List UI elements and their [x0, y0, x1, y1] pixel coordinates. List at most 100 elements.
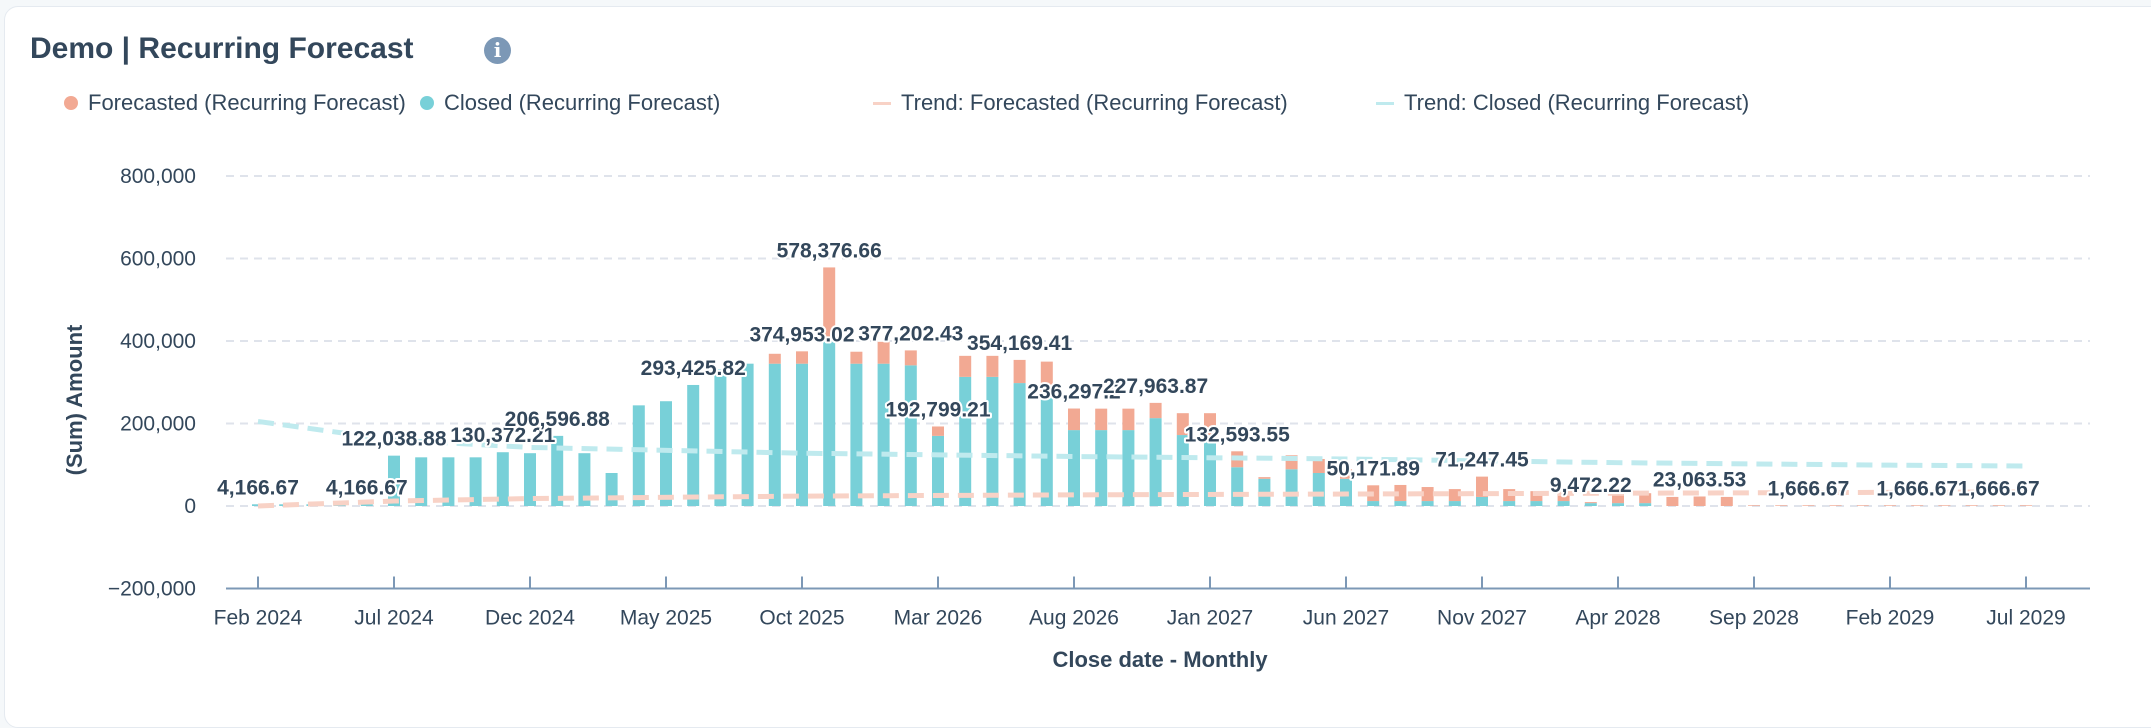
- bar-closed[interactable]: [1584, 503, 1597, 506]
- bar-closed[interactable]: [796, 363, 808, 506]
- bar-forecasted[interactable]: [1040, 361, 1053, 393]
- bar-forecasted[interactable]: [1584, 502, 1597, 504]
- bar-closed[interactable]: [524, 453, 536, 506]
- bar-closed[interactable]: [360, 504, 373, 506]
- bar-forecasted[interactable]: [1639, 493, 1652, 504]
- bar-closed[interactable]: [469, 457, 482, 506]
- bar-closed[interactable]: [551, 435, 564, 506]
- bar-closed[interactable]: [660, 401, 672, 506]
- bar-closed[interactable]: [959, 376, 972, 506]
- bar-closed[interactable]: [605, 473, 618, 506]
- bar-closed[interactable]: [1176, 435, 1189, 506]
- legend-item-trend-forecasted[interactable]: Trend: Forecasted (Recurring Forecast): [873, 90, 1288, 116]
- x-tick-label: Nov 2027: [1437, 607, 1527, 630]
- bar-forecasted[interactable]: [877, 341, 890, 364]
- bar-forecasted[interactable]: [1340, 469, 1352, 479]
- bar-closed[interactable]: [388, 455, 400, 506]
- bar-forecasted[interactable]: [1448, 489, 1461, 502]
- bar-forecasted[interactable]: [1557, 491, 1570, 502]
- bar-forecasted[interactable]: [1530, 491, 1543, 502]
- bar-closed[interactable]: [741, 363, 754, 506]
- legend-item-trend-closed[interactable]: Trend: Closed (Recurring Forecast): [1376, 90, 1749, 116]
- bar-closed[interactable]: [1612, 503, 1624, 506]
- x-tick-label: Feb 2024: [214, 607, 303, 630]
- bar-forecasted[interactable]: [2020, 505, 2032, 506]
- bar-forecasted[interactable]: [1965, 505, 1978, 506]
- bar-closed[interactable]: [1149, 418, 1162, 506]
- info-circle-icon[interactable]: i: [484, 37, 511, 64]
- bar-forecasted[interactable]: [1720, 496, 1733, 506]
- bar-closed[interactable]: [1367, 501, 1380, 506]
- bar-closed[interactable]: [1421, 501, 1434, 506]
- bar-closed[interactable]: [768, 363, 781, 506]
- bar-forecasted[interactable]: [904, 350, 917, 366]
- bar-forecasted[interactable]: [796, 351, 808, 364]
- bar-forecasted[interactable]: [1829, 505, 1842, 506]
- bar-forecasted[interactable]: [1149, 402, 1162, 419]
- bar-closed[interactable]: [1476, 496, 1488, 506]
- bar-closed[interactable]: [442, 457, 455, 506]
- bar-forecasted[interactable]: [1748, 505, 1760, 506]
- x-tick-label: Dec 2024: [485, 607, 575, 630]
- bar-forecasted[interactable]: [1095, 408, 1108, 431]
- bar-forecasted[interactable]: [1693, 496, 1706, 506]
- bar-closed[interactable]: [986, 376, 999, 506]
- data-label: 23,063.53: [1653, 468, 1746, 491]
- bar-forecasted[interactable]: [768, 353, 781, 364]
- bar-forecasted[interactable]: [1775, 505, 1788, 506]
- bar-closed[interactable]: [687, 384, 700, 506]
- bar-closed[interactable]: [1013, 383, 1026, 506]
- bar-forecasted[interactable]: [1394, 484, 1407, 502]
- bar-closed[interactable]: [1394, 501, 1407, 506]
- bar-forecasted[interactable]: [1612, 493, 1624, 504]
- bar-closed[interactable]: [850, 363, 863, 506]
- bar-closed[interactable]: [877, 363, 890, 506]
- bar-forecasted[interactable]: [959, 355, 972, 377]
- bar-closed[interactable]: [415, 457, 428, 506]
- bar-forecasted[interactable]: [1938, 505, 1951, 506]
- bar-forecasted[interactable]: [1013, 359, 1026, 384]
- bar-forecasted[interactable]: [1176, 413, 1189, 436]
- bar-forecasted[interactable]: [1911, 505, 1924, 506]
- bar-closed[interactable]: [1122, 430, 1135, 506]
- bar-closed[interactable]: [1639, 503, 1652, 506]
- bar-closed[interactable]: [578, 453, 591, 506]
- bar-forecasted[interactable]: [1258, 477, 1271, 479]
- bar-closed[interactable]: [1095, 430, 1108, 506]
- bar-forecasted[interactable]: [1856, 505, 1869, 506]
- trend-line-closed: [257, 418, 2027, 469]
- bar-forecasted[interactable]: [1884, 505, 1896, 506]
- bar-forecasted[interactable]: [1802, 505, 1815, 506]
- legend-dash-icon: [1376, 101, 1394, 105]
- bar-closed[interactable]: [1204, 435, 1216, 506]
- data-label: 4,166.67: [326, 476, 408, 499]
- bar-closed[interactable]: [496, 452, 509, 506]
- bar-closed[interactable]: [1312, 473, 1325, 506]
- legend-item-forecasted[interactable]: Forecasted (Recurring Forecast): [64, 90, 406, 116]
- bar-forecasted[interactable]: [932, 426, 944, 436]
- bar-closed[interactable]: [1285, 469, 1298, 506]
- bar-closed[interactable]: [632, 405, 645, 506]
- bar-closed[interactable]: [904, 365, 917, 506]
- bar-forecasted[interactable]: [986, 355, 999, 377]
- bar-forecasted[interactable]: [1122, 408, 1135, 431]
- bar-closed[interactable]: [1068, 430, 1080, 506]
- bar-closed[interactable]: [1040, 392, 1053, 506]
- bar-forecasted[interactable]: [1666, 496, 1679, 506]
- bar-forecasted[interactable]: [1421, 487, 1434, 502]
- bar-closed[interactable]: [1231, 467, 1244, 506]
- bar-forecasted[interactable]: [1068, 408, 1080, 431]
- bar-forecasted[interactable]: [850, 351, 863, 364]
- bar-closed[interactable]: [823, 338, 836, 506]
- legend-item-closed[interactable]: Closed (Recurring Forecast): [420, 90, 720, 116]
- bar-forecasted[interactable]: [1312, 458, 1325, 473]
- bar-closed[interactable]: [1557, 501, 1570, 506]
- bar-forecasted[interactable]: [1204, 413, 1216, 436]
- bar-closed[interactable]: [1530, 501, 1543, 506]
- bar-closed[interactable]: [714, 369, 727, 506]
- bar-forecasted[interactable]: [1992, 505, 2005, 506]
- bar-closed[interactable]: [1448, 501, 1461, 506]
- bar-closed[interactable]: [1503, 501, 1516, 506]
- data-label: 130,372.21: [450, 424, 555, 447]
- bar-forecasted[interactable]: [823, 267, 836, 339]
